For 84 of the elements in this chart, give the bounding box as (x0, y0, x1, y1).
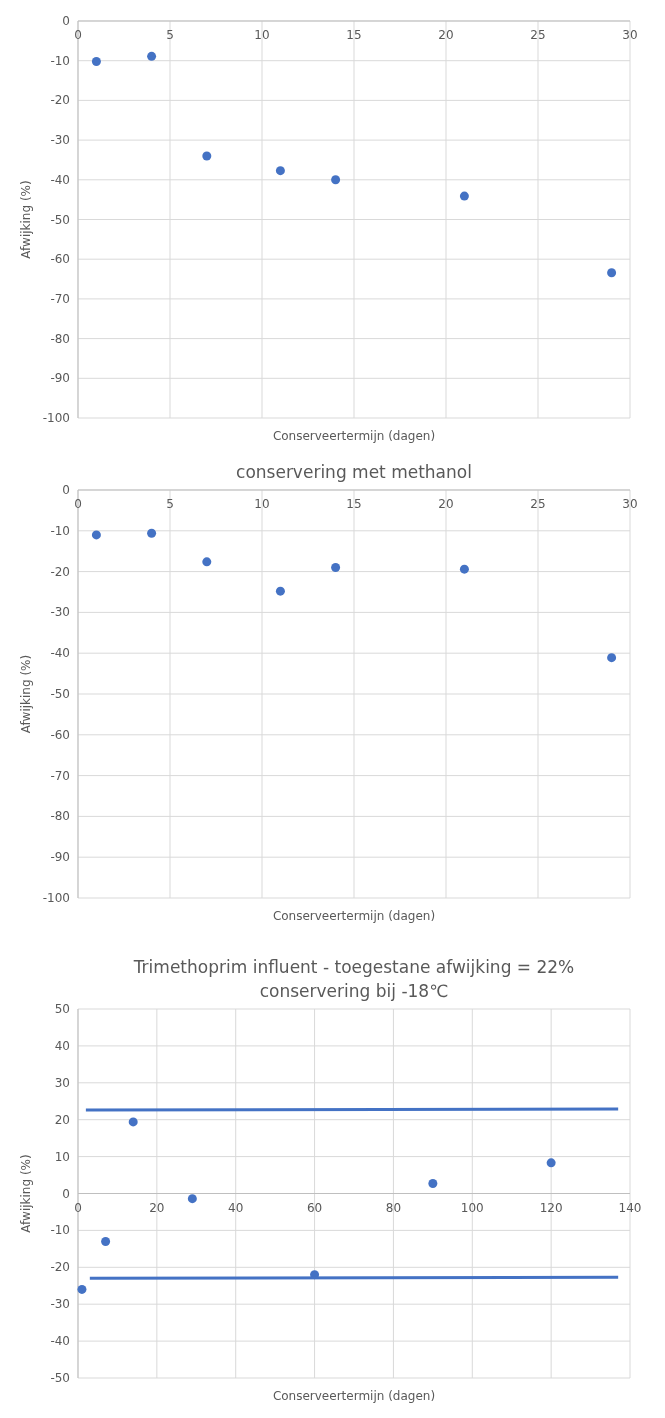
point (187, 1194, 197, 1204)
y-axis-title: Afwijking (%) (19, 1154, 33, 1233)
x-tick-label: 10 (254, 497, 270, 511)
chart-subtitle: conservering bij -18℃ (259, 981, 449, 1001)
y-tick-label: -30 (50, 133, 70, 148)
y-tick-label: -20 (50, 1260, 70, 1275)
x-tick-label: 30 (622, 497, 638, 511)
y-tick-label: -50 (50, 212, 70, 227)
y-tick-label: -10 (50, 1223, 70, 1238)
y-tick-label: -80 (50, 331, 70, 346)
point (147, 51, 157, 61)
x-tick-label: 100 (460, 1200, 484, 1215)
x-tick-label: 30 (622, 28, 638, 42)
x-axis-title: Conserveertermijn (dagen) (272, 1389, 436, 1403)
x-tick-label: 80 (385, 1200, 402, 1215)
y-tick-label: 20 (54, 1112, 70, 1127)
x-tick-label: 120 (539, 1200, 563, 1215)
point (147, 528, 157, 538)
point (607, 268, 617, 278)
x-tick-label: 0 (74, 28, 82, 42)
point (275, 166, 285, 176)
y-tick-label: -60 (50, 727, 70, 742)
x-tick-label: 0 (74, 497, 82, 511)
point (91, 56, 101, 66)
point (428, 1179, 438, 1189)
x-tick-label: 60 (306, 1200, 323, 1215)
point (546, 1158, 556, 1168)
y-tick-label: 50 (54, 1002, 70, 1016)
point (202, 557, 212, 567)
y-tick-label: -20 (50, 564, 70, 579)
y-tick-label: 0 (62, 14, 70, 28)
x-tick-label: 140 (618, 1200, 642, 1215)
y-tick-label: -20 (50, 93, 70, 108)
point (91, 530, 101, 540)
y-tick-label: -10 (50, 523, 70, 538)
y-tick-label: -30 (50, 605, 70, 620)
y-tick-label: -60 (50, 252, 70, 267)
x-tick-label: 25 (530, 497, 546, 511)
y-tick-label: -40 (50, 172, 70, 187)
y-tick-label: 0 (62, 483, 70, 497)
x-tick-label: 40 (228, 1200, 244, 1215)
x-tick-label: 10 (254, 28, 270, 42)
point (459, 191, 469, 201)
x-tick-label: 5 (166, 28, 174, 42)
y-tick-label: -100 (42, 891, 70, 905)
y-tick-label: -50 (50, 687, 70, 701)
point (331, 563, 341, 573)
x-axis-title: Conserveertermijn (dagen) (272, 429, 436, 443)
x-tick-label: 20 (149, 1200, 165, 1215)
y-tick-label: 30 (54, 1075, 70, 1090)
y-tick-label: 0 (62, 1186, 70, 1201)
y-tick-label: -10 (50, 53, 70, 68)
x-tick-label: 15 (346, 28, 362, 42)
chart-title: Trimethoprim influent - toegestane afwijking = 22% (132, 957, 575, 977)
point (275, 586, 285, 596)
chart-title: conservering met methanol (236, 462, 472, 482)
point (202, 151, 212, 161)
y-tick-label: -50 (50, 1371, 70, 1385)
y-tick-label: -90 (50, 371, 70, 386)
point (459, 564, 469, 574)
y-tick-label: -70 (50, 291, 70, 306)
x-tick-label: 20 (438, 497, 454, 511)
y-tick-label: -70 (50, 768, 70, 783)
x-axis-title: Conserveertermijn (dagen) (272, 909, 436, 923)
x-tick-label: 5 (166, 497, 174, 511)
y-tick-label: -30 (50, 1297, 70, 1312)
x-tick-label: 20 (438, 28, 454, 42)
y-tick-label: -80 (50, 809, 70, 824)
y-axis-title: Afwijking (%) (19, 180, 33, 259)
y-tick-label: -100 (42, 411, 70, 425)
y-tick-label: 10 (54, 1149, 70, 1164)
point (77, 1284, 87, 1294)
x-tick-label: 0 (74, 1200, 82, 1215)
x-tick-label: 15 (346, 497, 362, 511)
point (607, 653, 617, 663)
point (331, 175, 341, 185)
y-tick-label: -90 (50, 850, 70, 865)
y-tick-label: -40 (50, 646, 70, 661)
point (128, 1117, 138, 1127)
x-tick-label: 25 (530, 28, 546, 42)
y-axis-title: Afwijking (%) (19, 654, 33, 734)
y-tick-label: 40 (54, 1038, 70, 1053)
point (101, 1236, 111, 1246)
y-tick-label: -40 (50, 1334, 70, 1349)
